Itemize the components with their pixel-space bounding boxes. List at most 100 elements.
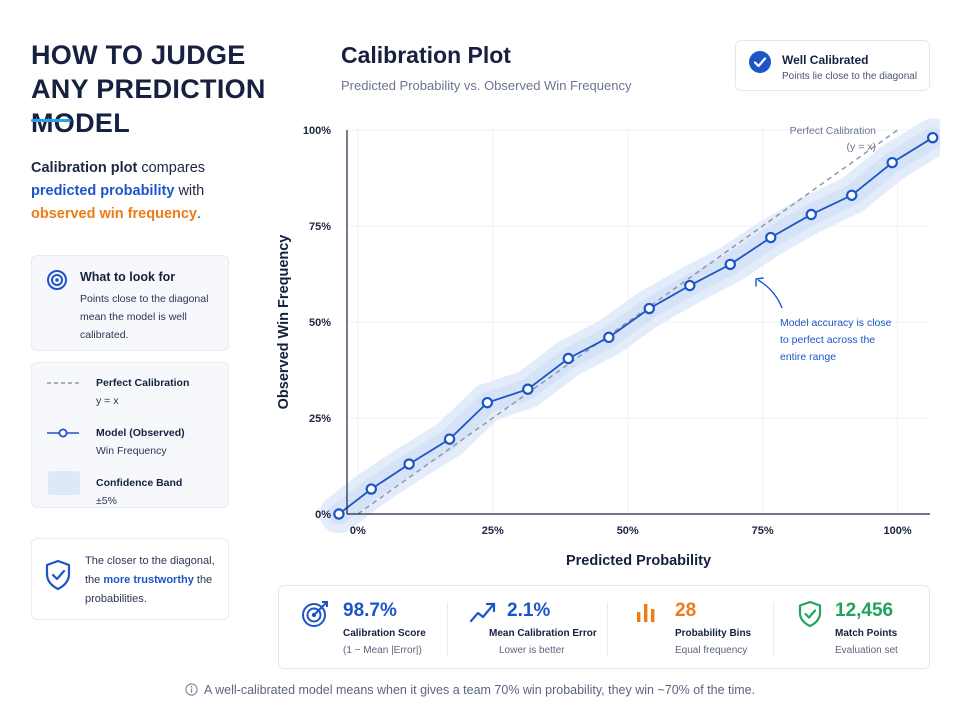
data-point [886, 156, 898, 169]
data-point [724, 258, 736, 271]
legend-sub: y = x [96, 395, 119, 407]
info-icon [185, 683, 198, 699]
x-tick-label: 100% [884, 525, 912, 537]
intro-predicted-probability: predicted probability [31, 183, 175, 199]
data-point [603, 331, 615, 344]
x-tick-label: 0% [350, 525, 366, 537]
intro-compares: compares [137, 160, 206, 176]
data-point [443, 433, 456, 445]
legend-sub: ±5% [96, 495, 117, 507]
legend-label: Confidence Band [96, 477, 183, 489]
y-axis-label: Observed Win Frequency [276, 235, 292, 410]
dashed-line-icon [47, 382, 79, 384]
footnote: A well-calibrated model means when it gi… [185, 683, 755, 699]
stat-sub: Equal frequency [675, 645, 748, 656]
what-to-look-for-card: What to look for Points close to the dia… [31, 255, 229, 351]
chart-annotation: Model accuracy is close to perfect across… [780, 317, 892, 363]
stat-sub: Evaluation set [835, 645, 898, 656]
y-tick-label: 25% [309, 413, 331, 425]
perfect-calibration-equation: (y = x) [847, 141, 876, 153]
stat-mean-calibration-error: 2.1% Mean Calibration Error Lower is bet… [447, 586, 607, 670]
stat-match-points: 12,456 Match Points Evaluation set [773, 586, 929, 670]
perfect-calibration-label: Perfect Calibration [790, 125, 877, 137]
chart-title: Calibration Plot [341, 42, 511, 68]
tick-labels: 0% 25% 50% 75% 100% 0% 25% 50% 75% 100% [303, 125, 912, 537]
legend-label: Perfect Calibration [96, 377, 190, 389]
look-for-text: Points close to the diagonal mean the mo… [80, 293, 209, 341]
check-circle-icon [748, 50, 772, 79]
stat-value: 12,456 [835, 600, 894, 621]
stat-value: 2.1% [507, 600, 551, 621]
stat-divider [773, 602, 774, 656]
intro-with: with [174, 183, 205, 199]
annotation-arrowhead [755, 277, 764, 287]
data-point [562, 352, 575, 365]
trust-text-highlight: more trustworthy [103, 574, 194, 586]
stat-sub: (1 − Mean |Error|) [343, 645, 422, 656]
trust-text-3: the probabilities. [85, 574, 213, 605]
intro-period: . [197, 206, 202, 222]
data-point [846, 189, 858, 201]
y-tick-label: 50% [309, 317, 331, 329]
bar-chart-icon [635, 600, 657, 629]
look-for-title: What to look for [80, 270, 176, 284]
legend-sub: Win Frequency [96, 445, 167, 457]
title-accent-bar [31, 119, 71, 122]
legend-item-perfect-calibration: Perfect Calibration y = x [32, 369, 230, 409]
band-swatch-icon [48, 471, 80, 495]
x-axis-label: Predicted Probability [566, 553, 711, 569]
y-tick-label: 100% [303, 125, 331, 137]
data-point [643, 302, 655, 315]
target-icon [46, 269, 68, 296]
trend-up-icon [469, 600, 497, 629]
x-tick-label: 75% [752, 525, 774, 537]
intro-calibration-plot: Calibration plot [31, 160, 138, 176]
badge-title: Well Calibrated [782, 53, 869, 67]
intro-observed-win-frequency: observed win frequency [31, 206, 197, 222]
line-marker-icon [47, 428, 79, 438]
trust-text-1: The closer to the diagonal, the [85, 555, 215, 586]
badge-sub: Points lie close to the diagonal [782, 71, 918, 82]
stat-label: Mean Calibration Error [489, 628, 597, 639]
target-icon [301, 600, 329, 633]
data-point [365, 483, 377, 495]
stat-sub: Lower is better [499, 645, 565, 656]
footnote-text: A well-calibrated model means when it gi… [204, 683, 756, 697]
legend-label: Model (Observed) [96, 427, 185, 439]
intro-text: Calibration plot compares predicted prob… [31, 157, 241, 226]
shield-check-icon [44, 559, 72, 596]
data-point [805, 208, 817, 221]
stat-divider [607, 602, 608, 656]
trust-card: The closer to the diagonal, the more tru… [31, 538, 229, 620]
trust-text: The closer to the diagonal, the more tru… [85, 552, 227, 609]
x-tick-label: 50% [617, 525, 639, 537]
stat-value: 98.7% [343, 600, 397, 621]
perfect-calibration-line [357, 129, 899, 515]
annotation-line: to perfect across the [780, 334, 875, 346]
stat-divider [447, 602, 448, 656]
stat-probability-bins: 28 Probability Bins Equal frequency [607, 586, 773, 670]
data-point [333, 508, 345, 520]
annotation-arrow [757, 279, 783, 309]
data-point [765, 231, 777, 244]
data-point [926, 131, 939, 144]
well-calibrated-badge: Well Calibrated Points lie close to the … [735, 40, 930, 91]
shield-check-icon [797, 600, 823, 633]
y-tick-label: 75% [309, 221, 331, 233]
annotation-line: Model accuracy is close [780, 317, 892, 329]
model-points [333, 131, 939, 520]
stat-label: Match Points [835, 628, 898, 639]
data-point [481, 396, 494, 409]
legend-item-confidence-band: Confidence Band ±5% [32, 469, 230, 509]
legend-item-model-observed: Model (Observed) Win Frequency [32, 419, 230, 459]
data-point [522, 383, 534, 395]
legend: Perfect Calibration y = x Model (Observe… [31, 362, 229, 508]
annotation-line: entire range [780, 351, 836, 363]
model-series-line [338, 136, 934, 515]
calibration-chart: 0% 25% 50% 75% 100% 0% 25% 50% 75% 100% Predicted… [276, 118, 940, 569]
stat-calibration-score: 98.7% Calibration Score (1 − Mean |Error… [279, 586, 447, 670]
data-point [403, 458, 415, 470]
stat-label: Calibration Score [343, 628, 426, 639]
page-title: HOW TO JUDGE ANY PREDICTION MODEL [31, 40, 266, 138]
stat-label: Probability Bins [675, 628, 752, 639]
